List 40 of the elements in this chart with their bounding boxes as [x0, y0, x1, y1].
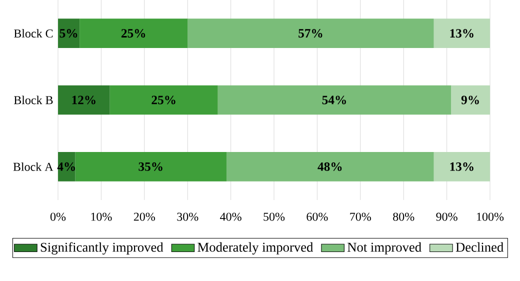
bar	[434, 152, 490, 182]
x-tick-label: 0%	[50, 212, 66, 221]
data-label: 9%	[461, 96, 479, 104]
x-tick-label: 80%	[393, 212, 414, 221]
legend-label: Declined	[456, 242, 504, 252]
bar	[226, 152, 434, 182]
bar	[451, 85, 490, 115]
x-tick-label: 30%	[177, 212, 198, 221]
bar	[110, 85, 218, 115]
data-label: 48%	[318, 162, 342, 171]
legend-label: Significantly improved	[40, 242, 164, 255]
data-label: 5%	[60, 29, 78, 38]
bar	[434, 18, 490, 48]
data-label: 13%	[450, 162, 474, 171]
y-tick-label: Block B	[14, 96, 53, 104]
x-tick-label: 70%	[350, 212, 371, 221]
x-tick-label: 100%	[477, 212, 504, 221]
data-label: 57%	[298, 29, 322, 38]
data-label: 12%	[72, 96, 96, 104]
x-tick-label: 10%	[91, 212, 112, 221]
data-label: 25%	[152, 96, 176, 104]
bar	[80, 18, 188, 48]
x-tick-label: 40%	[220, 212, 242, 221]
bar	[75, 152, 226, 182]
data-label: 54%	[322, 96, 346, 104]
x-tick-label: 90%	[436, 212, 458, 221]
data-label: 13%	[450, 29, 474, 38]
x-tick-label: 50%	[264, 212, 285, 221]
x-tick-label: 20%	[134, 212, 156, 221]
bar	[58, 18, 80, 48]
y-tick-label: Block A	[13, 162, 54, 171]
data-label: 35%	[138, 162, 162, 171]
data-label: 25%	[121, 29, 146, 38]
bar	[188, 18, 434, 48]
legend-label: Moderately imporved	[198, 242, 314, 254]
x-tick-label: 60%	[306, 212, 328, 221]
y-tick-label: Block C	[14, 29, 53, 38]
legend-label: Not improved	[348, 242, 422, 254]
bar	[58, 85, 110, 115]
bar	[218, 85, 452, 115]
